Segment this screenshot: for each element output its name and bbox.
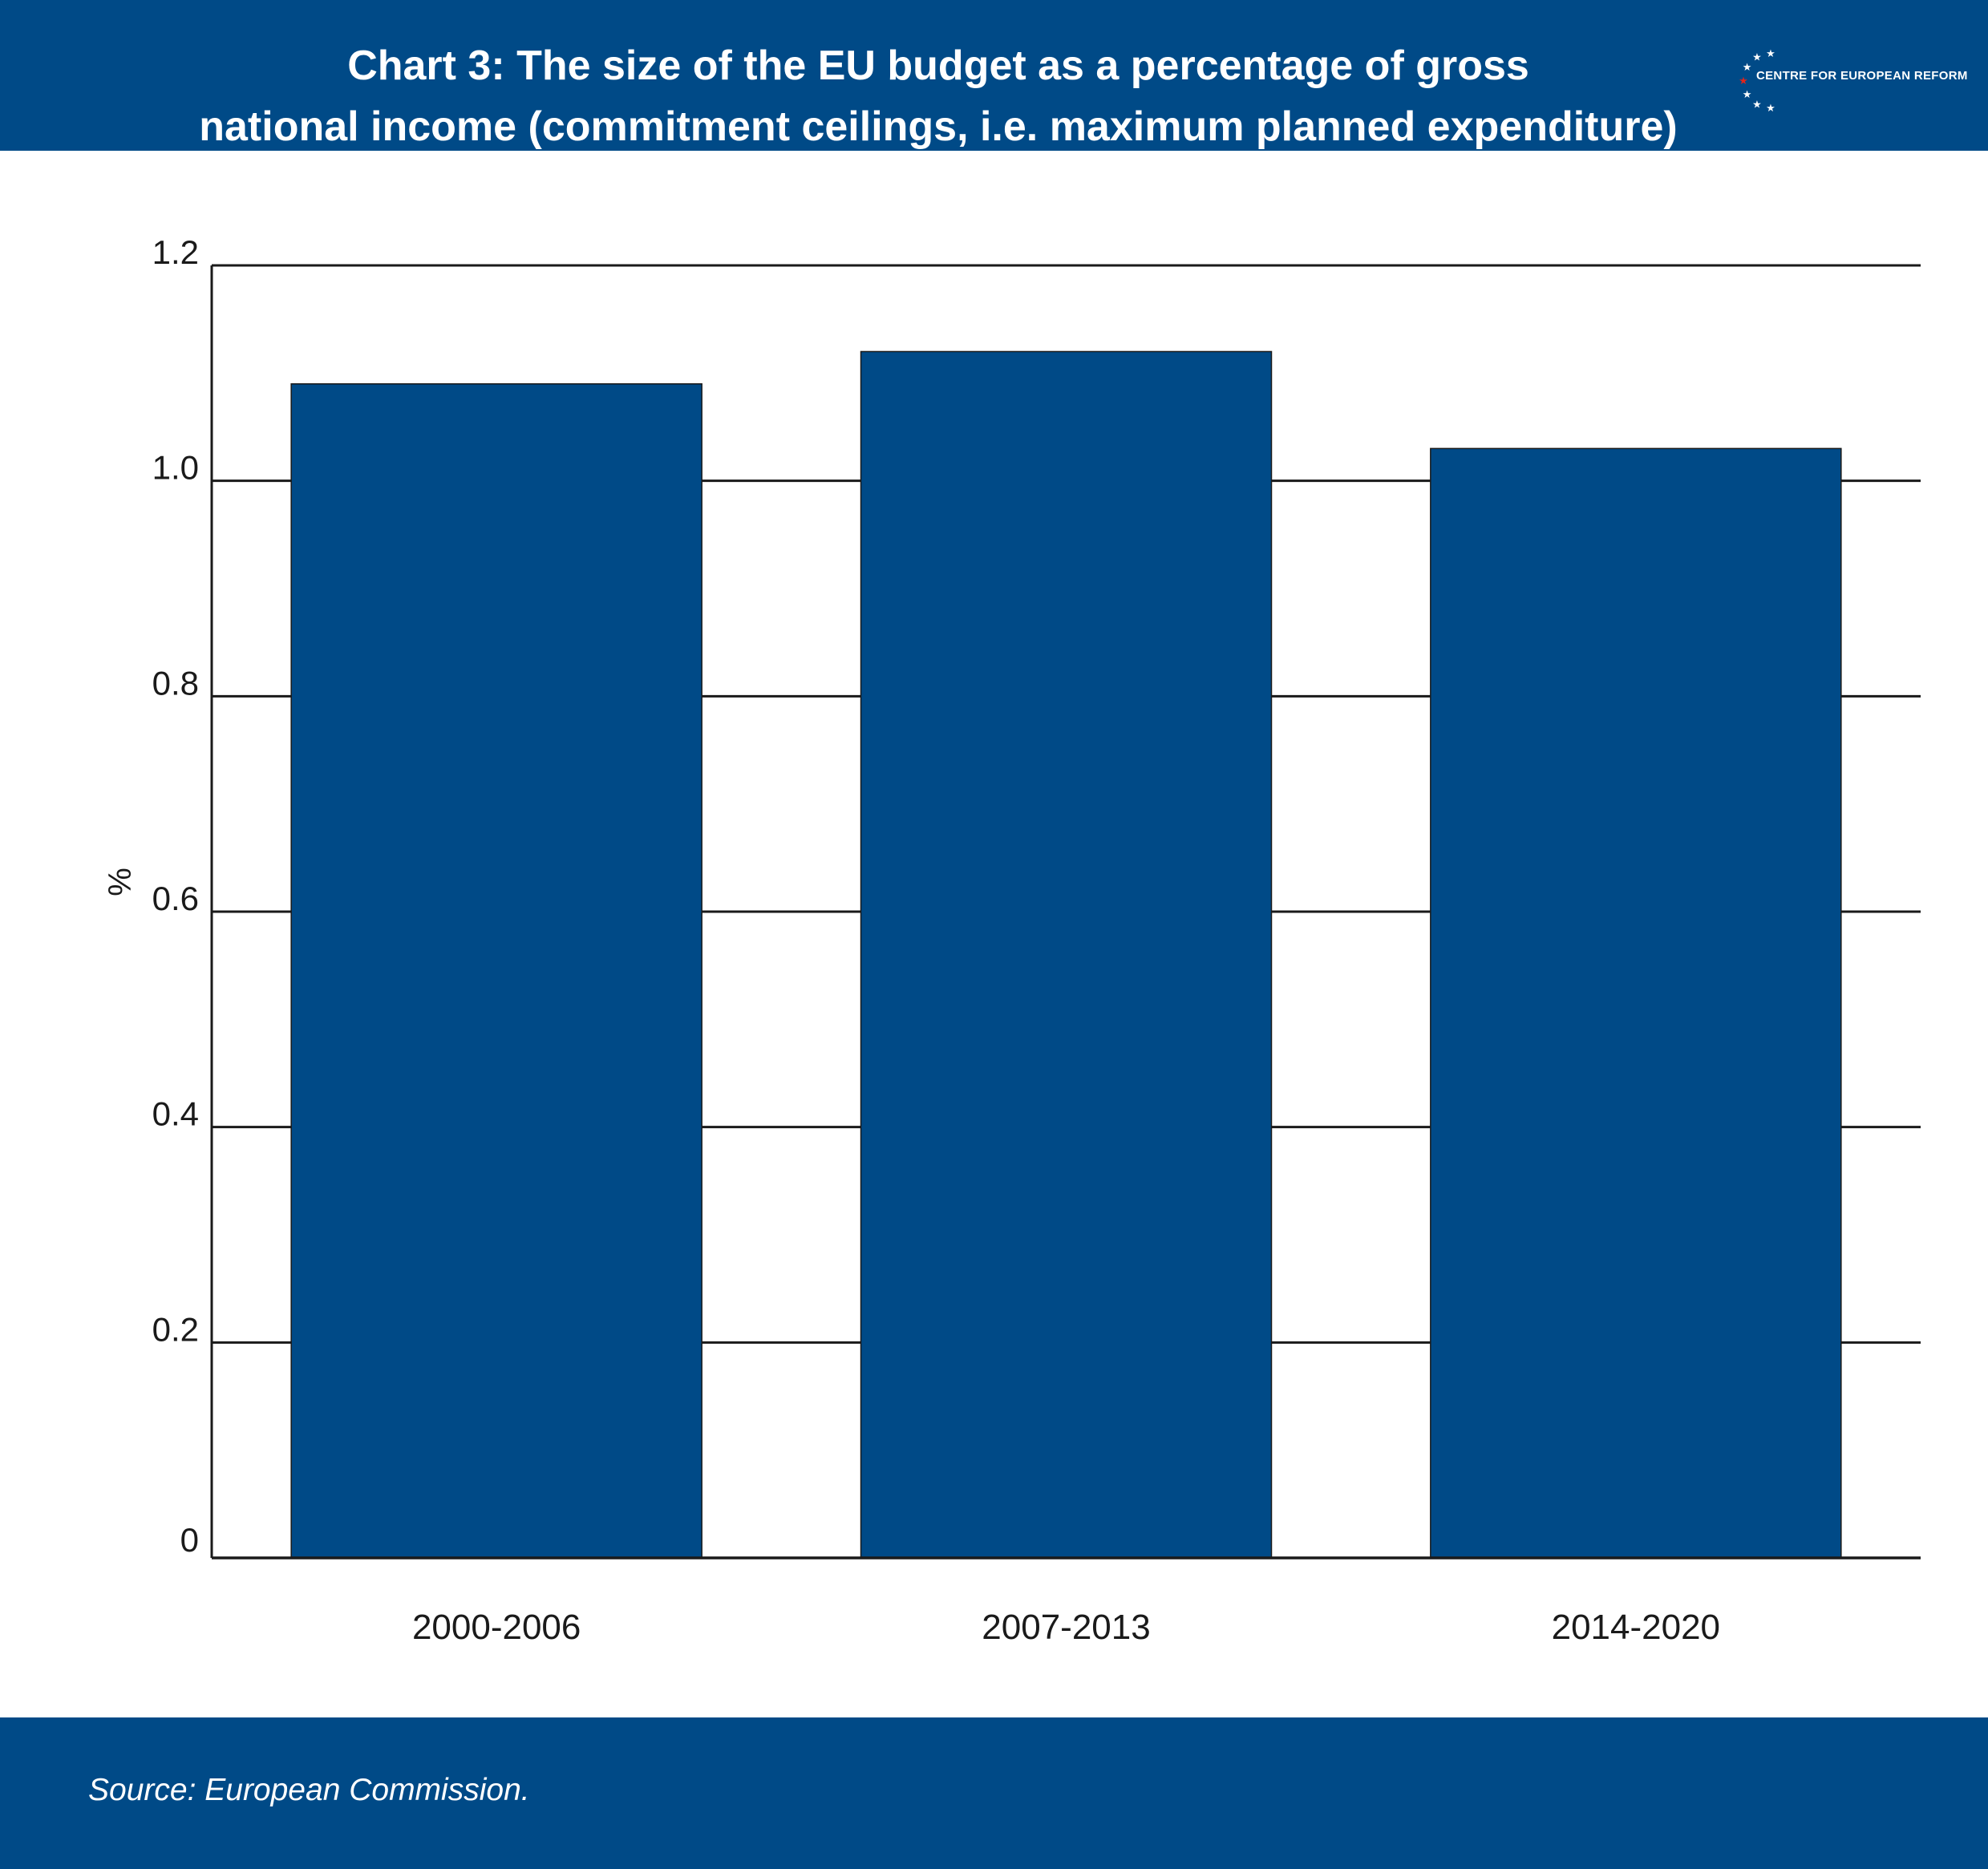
source-note: Source: European Commission. — [88, 1773, 530, 1807]
header-banner: Chart 3: The size of the EU budget as a … — [0, 0, 1988, 151]
y-tick-label: 1.0 — [152, 449, 199, 487]
logo-star-icon: ★ — [1743, 89, 1752, 101]
y-tick-label: 0.2 — [152, 1310, 199, 1348]
y-tick-label: 0.4 — [152, 1095, 199, 1133]
x-tick-label: 2014-2020 — [1552, 1608, 1720, 1647]
logo-text: CENTRE FOR EUROPEAN REFORM — [1756, 69, 1968, 83]
y-tick-label: 0.8 — [152, 664, 199, 702]
x-tick-label: 2000-2006 — [412, 1608, 581, 1647]
y-tick-label: 1.2 — [152, 233, 199, 271]
logo-star-icon: ★ — [1752, 99, 1762, 111]
logo-star-icon: ★ — [1739, 75, 1748, 87]
bar-2007-2013 — [860, 350, 1273, 1559]
bar-2000-2006 — [290, 383, 702, 1559]
logo-star-icon: ★ — [1766, 103, 1775, 115]
bar-2014-2020 — [1430, 447, 1842, 1559]
chart-title-line-1: Chart 3: The size of the EU budget as a … — [347, 42, 1529, 89]
chart-title: Chart 3: The size of the EU budget as a … — [144, 35, 1732, 157]
footer-banner: Source: European Commission. — [0, 1717, 1988, 1869]
logo-star-icon: ★ — [1752, 52, 1762, 64]
star-ring-icon: ★★★★★★★ — [1739, 48, 1775, 115]
logo-star-icon: ★ — [1743, 62, 1752, 74]
cer-logo: ★ ★ ★ ★ ★ ★ ★ CENTRE FOR EUROPEAN REFORM — [1739, 47, 1979, 119]
y-tick-label: 0.6 — [152, 880, 199, 917]
logo-star-icon: ★ — [1766, 48, 1775, 60]
y-axis-title: % — [101, 868, 136, 896]
y-tick-label: 0 — [180, 1521, 199, 1559]
x-tick-label: 2007-2013 — [982, 1608, 1150, 1647]
bar-chart: 0 0.2 0.4 0.6 0.8 1.0 1.2 2000-2006 2007-2013 201… — [101, 233, 1921, 1647]
chart-title-line-2: national income (commitment ceilings, i.… — [199, 103, 1678, 150]
